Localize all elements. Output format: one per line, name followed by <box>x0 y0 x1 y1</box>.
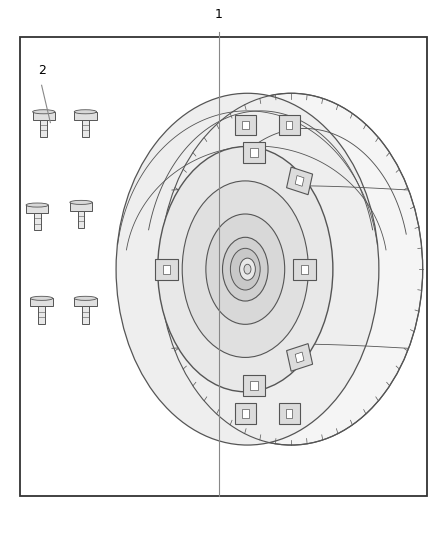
FancyBboxPatch shape <box>295 175 304 186</box>
Ellipse shape <box>26 203 48 207</box>
Ellipse shape <box>33 110 55 114</box>
Bar <box>74 298 96 306</box>
Bar <box>31 298 53 306</box>
Bar <box>74 112 96 120</box>
FancyBboxPatch shape <box>251 148 258 157</box>
Text: 2: 2 <box>38 64 46 77</box>
Ellipse shape <box>31 296 53 301</box>
FancyBboxPatch shape <box>242 409 249 417</box>
Bar <box>78 211 85 228</box>
Ellipse shape <box>244 264 251 274</box>
Ellipse shape <box>116 93 379 445</box>
FancyBboxPatch shape <box>286 167 313 195</box>
FancyBboxPatch shape <box>279 115 300 135</box>
FancyBboxPatch shape <box>243 142 265 163</box>
FancyBboxPatch shape <box>286 121 293 129</box>
Bar <box>70 203 92 211</box>
Ellipse shape <box>74 296 96 301</box>
FancyBboxPatch shape <box>155 259 177 280</box>
Bar <box>34 213 41 230</box>
Ellipse shape <box>160 93 423 445</box>
FancyBboxPatch shape <box>286 344 313 371</box>
Ellipse shape <box>240 258 255 280</box>
Bar <box>26 205 48 213</box>
FancyBboxPatch shape <box>251 381 258 390</box>
Bar <box>40 120 47 137</box>
Ellipse shape <box>206 214 285 324</box>
Bar <box>82 120 89 137</box>
Ellipse shape <box>230 248 260 290</box>
Bar <box>38 306 45 324</box>
Ellipse shape <box>74 110 96 114</box>
Bar <box>20 37 427 496</box>
FancyBboxPatch shape <box>301 265 308 273</box>
Bar <box>82 306 89 324</box>
FancyBboxPatch shape <box>242 121 249 129</box>
FancyBboxPatch shape <box>295 352 304 363</box>
FancyBboxPatch shape <box>286 409 293 417</box>
FancyBboxPatch shape <box>235 115 256 135</box>
Ellipse shape <box>70 200 92 205</box>
FancyBboxPatch shape <box>293 259 315 280</box>
Text: 1: 1 <box>215 9 223 21</box>
Ellipse shape <box>182 181 308 358</box>
Ellipse shape <box>223 237 268 301</box>
Ellipse shape <box>158 147 333 392</box>
FancyBboxPatch shape <box>235 403 256 424</box>
FancyBboxPatch shape <box>163 265 170 273</box>
Bar <box>33 112 55 120</box>
FancyBboxPatch shape <box>279 403 300 424</box>
FancyBboxPatch shape <box>243 375 265 397</box>
